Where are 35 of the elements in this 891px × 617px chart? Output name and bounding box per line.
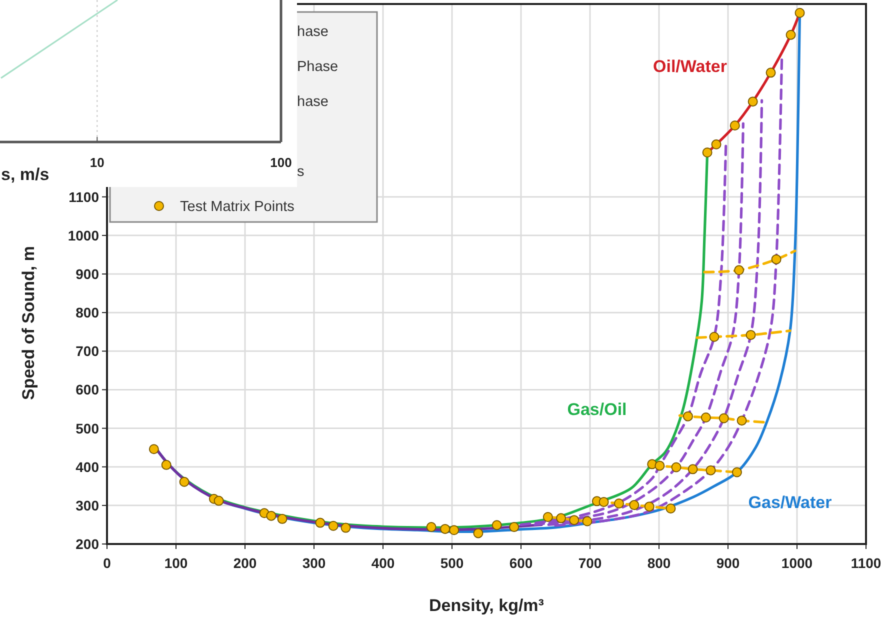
y-tick-label: 1100 [68,188,100,205]
x-tick-label: 900 [716,555,740,571]
y-tick-label: 800 [76,304,100,321]
y-axis-title: Speed of Sound, m [19,246,38,400]
y-tick-label: 200 [76,536,100,552]
x-tick-label: 800 [647,555,671,571]
y-tick-label: 300 [76,497,100,514]
y-tick-label: 1000 [68,227,100,244]
annotation: hase [297,94,328,110]
annotation: Phase [297,59,338,75]
x-axis-title: Density, kg/m³ [429,596,544,615]
x-tick-label: 400 [371,555,395,571]
y-tick-label: 500 [76,420,100,436]
x-tick-label: 10 [90,155,104,170]
x-tick-label: 200 [233,555,257,571]
text: Oil/Water [653,57,728,76]
y-tick-label: 600 [76,382,100,398]
x-tick-label: 500 [440,555,464,571]
x-tick-label: 0 [103,555,112,571]
x-tick-label: 600 [509,555,533,571]
y-tick-label: 700 [76,343,100,360]
series-label: Gas/Water [748,493,832,512]
y-tick-label: 900 [76,266,100,282]
x-tick-label: 1000 [781,555,813,571]
x-tick-label: 1100 [850,555,882,571]
annotation: s [297,164,304,180]
x-axis-title: s, m/s [1,165,50,184]
x-tick-label: 700 [578,555,602,571]
x-tick-label: 100 [270,155,292,170]
x-tick-label: 300 [302,555,326,571]
annotation: hase [297,24,328,40]
x-tick-label: 100 [164,555,188,571]
text: Gas/Oil [567,400,627,419]
y-tick-label: 400 [76,458,100,475]
legend-label: Test Matrix Points [180,199,294,215]
